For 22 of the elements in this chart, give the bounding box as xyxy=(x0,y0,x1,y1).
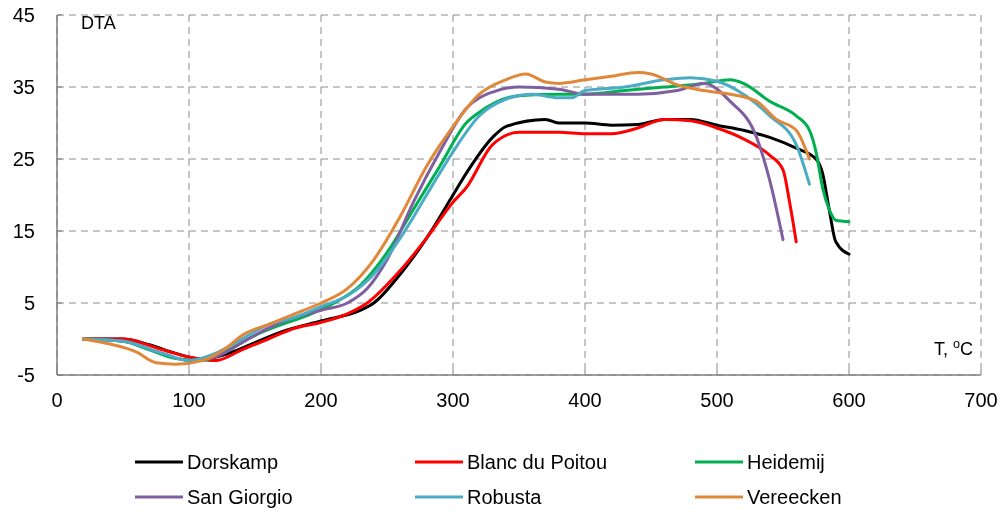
legend-label: Dorskamp xyxy=(187,451,279,473)
x-tick-label: 200 xyxy=(304,389,338,411)
x-tick-label: 300 xyxy=(436,389,470,411)
y-tick-label: 35 xyxy=(12,76,35,98)
x-tick-label: 0 xyxy=(51,389,63,411)
y-axis-title: DTA xyxy=(81,13,116,33)
legend-label: Heidemij xyxy=(747,451,825,473)
x-tick-label: 400 xyxy=(568,389,602,411)
x-axis-title: T, $^{o}$C xyxy=(933,337,973,359)
x-tick-label: 600 xyxy=(832,389,866,411)
x-tick-label: 100 xyxy=(172,389,206,411)
legend-label: Blanc du Poitou xyxy=(467,451,608,473)
x-tick-label: 700 xyxy=(964,389,998,411)
y-tick-label: 15 xyxy=(12,220,35,242)
legend-label: Robusta xyxy=(467,486,543,508)
y-tick-label: -5 xyxy=(17,364,35,386)
x-tick-label: 500 xyxy=(700,389,734,411)
y-tick-label: 45 xyxy=(12,4,35,26)
y-tick-label: 25 xyxy=(12,148,35,170)
y-tick-label: 5 xyxy=(23,292,35,314)
legend-label: San Giorgio xyxy=(187,486,293,508)
legend-label: Vereecken xyxy=(747,486,842,508)
